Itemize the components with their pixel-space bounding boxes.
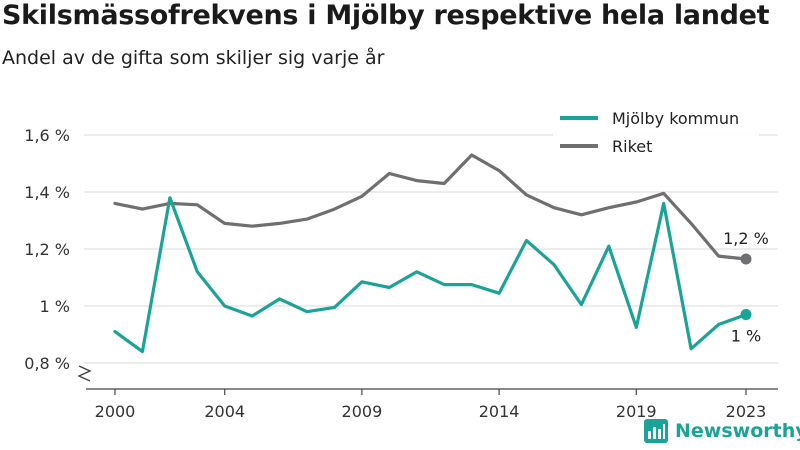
brand-name: Newsworthy: [675, 420, 800, 442]
y-tick-label: 1,4 %: [24, 183, 70, 202]
x-tick-label: 2019: [616, 402, 657, 421]
legend-background: [553, 103, 759, 163]
series-end-label: 1 %: [731, 327, 761, 346]
series-lines: 1,2 % 1 %: [113, 153, 769, 354]
legend: Mjölby kommun Riket: [553, 103, 759, 163]
grid-lines: [84, 134, 778, 364]
x-tick-label: 2009: [342, 402, 383, 421]
series-line-riket: [113, 153, 748, 261]
chart-title: Skilsmässofrekvens i Mjölby respektive h…: [2, 0, 770, 31]
legend-label: Mjölby kommun: [612, 109, 739, 128]
x-tick-label: 2000: [95, 402, 136, 421]
bar-chart-logo-icon: [644, 419, 668, 443]
y-tick-label: 1,2 %: [24, 240, 70, 259]
series-end-label: 1,2 %: [723, 229, 769, 248]
brand-logo: Newsworthy: [644, 419, 800, 443]
y-tick-label: 0,8 %: [24, 354, 70, 373]
axis-break-icon: [77, 365, 92, 382]
y-tick-label: 1 %: [40, 297, 70, 316]
y-tick-label: 1,6 %: [24, 126, 70, 145]
chart-subtitle: Andel av de gifta som skiljer sig varje …: [2, 47, 385, 69]
y-axis-ticks: 0,8 % 1 % 1,2 % 1,4 % 1,6 %: [24, 126, 70, 373]
series-end-point: [740, 253, 752, 265]
series-line-mjolby: [113, 196, 748, 354]
x-tick-label: 2014: [479, 402, 520, 421]
x-axis: 2000 2004 2009 2014 2019 2023: [77, 365, 778, 421]
series-end-point: [740, 309, 752, 321]
x-tick-label: 2023: [726, 402, 767, 421]
legend-label: Riket: [612, 137, 652, 156]
x-tick-label: 2004: [204, 402, 245, 421]
